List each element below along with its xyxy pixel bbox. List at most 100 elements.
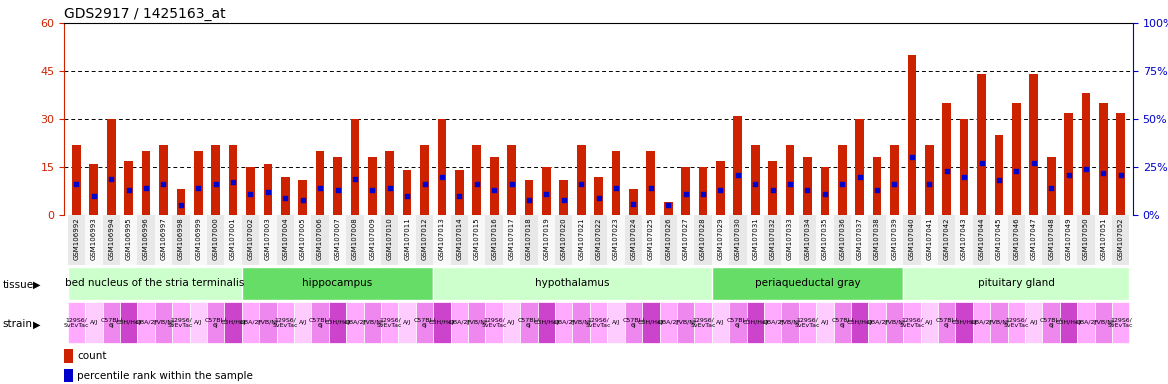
- Bar: [433, 267, 711, 300]
- Bar: [885, 302, 903, 343]
- Point: [363, 187, 382, 193]
- Text: 129S6/
SvEvTac: 129S6/ SvEvTac: [168, 317, 194, 328]
- Bar: [681, 167, 690, 215]
- Text: GSM107044: GSM107044: [979, 217, 985, 260]
- Text: GSM107035: GSM107035: [822, 217, 828, 260]
- Bar: [403, 170, 411, 215]
- Bar: [646, 151, 655, 215]
- Point: [119, 187, 138, 193]
- Bar: [363, 215, 381, 265]
- Point: [346, 175, 364, 182]
- Bar: [607, 302, 625, 343]
- Bar: [786, 145, 794, 215]
- Bar: [663, 202, 673, 215]
- Bar: [229, 145, 237, 215]
- Text: GSM107040: GSM107040: [909, 217, 915, 260]
- Text: FVB/NJ: FVB/NJ: [1093, 320, 1114, 325]
- Bar: [973, 215, 990, 265]
- Text: GSM107019: GSM107019: [543, 217, 549, 260]
- Bar: [625, 215, 642, 265]
- Bar: [729, 215, 746, 265]
- Bar: [346, 215, 363, 265]
- Text: DBA/2J: DBA/2J: [554, 320, 575, 325]
- Bar: [1008, 215, 1026, 265]
- Bar: [908, 55, 916, 215]
- Bar: [698, 167, 708, 215]
- Bar: [312, 302, 329, 343]
- Bar: [381, 215, 398, 265]
- Bar: [729, 302, 746, 343]
- Bar: [298, 180, 307, 215]
- Text: bed nucleus of the stria terminalis: bed nucleus of the stria terminalis: [65, 278, 244, 288]
- Point: [868, 187, 887, 193]
- Bar: [711, 215, 729, 265]
- Bar: [978, 74, 986, 215]
- Point: [746, 181, 765, 187]
- Text: C3H/HeJ: C3H/HeJ: [951, 320, 976, 325]
- Text: GSM107033: GSM107033: [787, 217, 793, 260]
- Point: [1059, 172, 1078, 178]
- Bar: [294, 302, 312, 343]
- Bar: [472, 145, 481, 215]
- Bar: [938, 215, 955, 265]
- Bar: [1008, 302, 1026, 343]
- Text: A/J: A/J: [507, 320, 516, 325]
- Bar: [385, 151, 394, 215]
- Point: [989, 177, 1008, 184]
- Text: FVB/NJ: FVB/NJ: [362, 320, 383, 325]
- Bar: [851, 302, 868, 343]
- Bar: [242, 267, 433, 300]
- Bar: [189, 302, 207, 343]
- Point: [432, 174, 451, 180]
- Bar: [520, 302, 537, 343]
- Text: A/J: A/J: [1030, 320, 1038, 325]
- Bar: [68, 302, 85, 343]
- Bar: [1029, 74, 1038, 215]
- Point: [972, 160, 990, 166]
- Text: GSM107028: GSM107028: [700, 217, 705, 260]
- Text: C3H/HeJ: C3H/HeJ: [534, 320, 559, 325]
- Bar: [224, 302, 242, 343]
- Bar: [990, 215, 1008, 265]
- Text: 129S6/
SvEvTac: 129S6/ SvEvTac: [586, 317, 611, 328]
- Bar: [642, 215, 660, 265]
- Point: [84, 193, 103, 199]
- Bar: [1077, 215, 1094, 265]
- Point: [954, 174, 973, 180]
- Bar: [920, 215, 938, 265]
- Bar: [107, 119, 116, 215]
- Text: GSM107020: GSM107020: [561, 217, 566, 260]
- Point: [729, 172, 748, 178]
- Text: A/J: A/J: [403, 320, 411, 325]
- Text: GSM107024: GSM107024: [631, 217, 637, 260]
- Point: [67, 181, 85, 187]
- Bar: [503, 302, 520, 343]
- Point: [641, 185, 660, 191]
- Text: GSM107022: GSM107022: [596, 217, 602, 260]
- Bar: [68, 215, 85, 265]
- Bar: [851, 215, 868, 265]
- Bar: [189, 215, 207, 265]
- Bar: [451, 215, 468, 265]
- Bar: [995, 135, 1003, 215]
- Bar: [590, 215, 607, 265]
- Text: GSM107026: GSM107026: [666, 217, 672, 260]
- Bar: [1064, 113, 1073, 215]
- Point: [1112, 172, 1131, 178]
- Point: [311, 185, 329, 191]
- Bar: [920, 302, 938, 343]
- Point: [154, 181, 173, 187]
- Bar: [537, 302, 555, 343]
- Bar: [868, 215, 885, 265]
- Text: GSM107048: GSM107048: [1048, 217, 1055, 260]
- Bar: [294, 215, 312, 265]
- Bar: [315, 151, 325, 215]
- Bar: [103, 302, 120, 343]
- Bar: [1082, 93, 1090, 215]
- Bar: [677, 215, 694, 265]
- Text: 129S6/
SvEvTac: 129S6/ SvEvTac: [64, 317, 89, 328]
- Bar: [120, 302, 138, 343]
- Text: GSM107000: GSM107000: [213, 217, 218, 260]
- Bar: [955, 302, 973, 343]
- Text: GSM107051: GSM107051: [1100, 217, 1106, 260]
